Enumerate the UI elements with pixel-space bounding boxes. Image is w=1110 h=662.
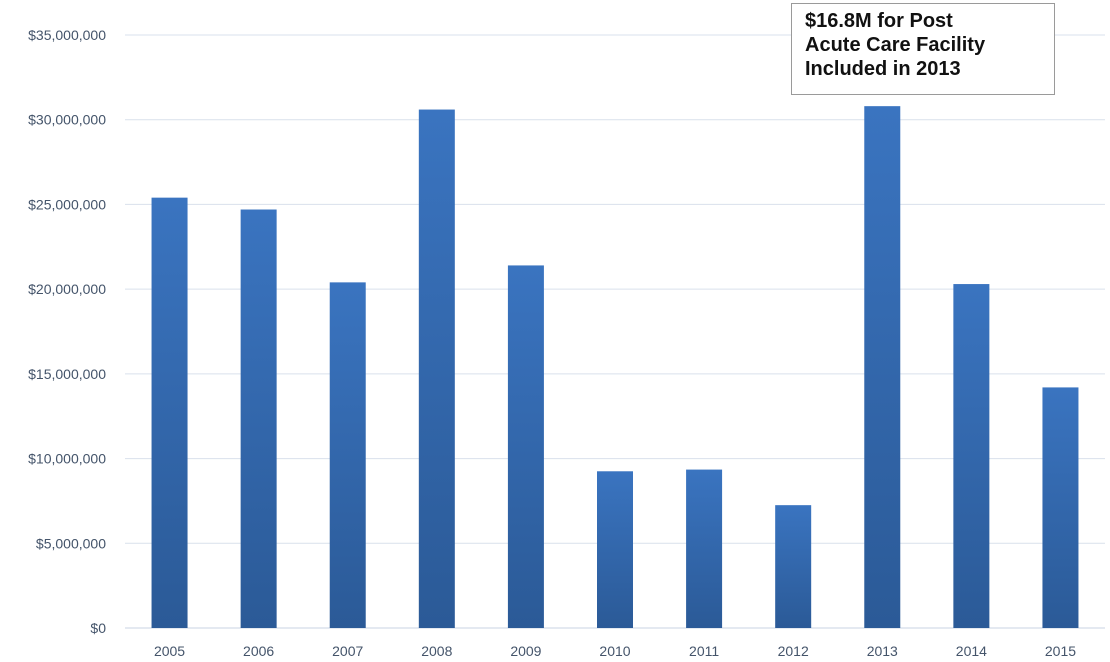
x-tick-label: 2005 <box>154 643 185 659</box>
x-tick-label: 2006 <box>243 643 274 659</box>
x-tick-label: 2011 <box>689 643 719 659</box>
y-tick-label: $20,000,000 <box>28 281 106 297</box>
annotation-line: $16.8M for Post <box>805 10 953 32</box>
annotation-box: $16.8M for Post Acute Care Facility Incl… <box>791 3 1055 95</box>
x-tick-label: 2010 <box>599 643 630 659</box>
gridlines <box>125 34 1105 629</box>
x-tick-label: 2015 <box>1045 643 1076 659</box>
bar-2010 <box>597 471 633 628</box>
y-tick-label: $30,000,000 <box>28 112 106 128</box>
bars <box>151 106 1079 629</box>
bar-2015 <box>1042 387 1079 628</box>
x-tick-label: 2012 <box>778 643 809 659</box>
x-tick-label: 2009 <box>510 643 541 659</box>
bar-2012 <box>775 505 812 628</box>
y-tick-label: $5,000,000 <box>36 535 106 551</box>
annotation-line: Acute Care Facility <box>805 34 986 56</box>
y-tick-label: $35,000,000 <box>28 27 106 43</box>
annotation-line: Included in 2013 <box>805 58 961 80</box>
y-axis-tick-labels: $0 $5,000,000 $10,000,000 $15,000,000 $20,00… <box>28 27 106 636</box>
bar-2011 <box>686 469 723 628</box>
x-tick-label: 2013 <box>867 643 898 659</box>
bar-2006 <box>240 209 277 629</box>
x-axis-tick-labels: 2005 2006 2007 2008 2009 2010 2011 2012 2013 2014… <box>154 643 1076 659</box>
y-tick-label: $25,000,000 <box>28 196 106 212</box>
bar-2013 <box>864 106 901 628</box>
bar-2014 <box>953 284 990 628</box>
bar-2008 <box>418 109 455 628</box>
y-tick-label: $15,000,000 <box>28 366 106 382</box>
x-tick-label: 2007 <box>332 643 363 659</box>
y-tick-label: $0 <box>90 620 106 636</box>
x-tick-label: 2014 <box>956 643 987 659</box>
bar-2005 <box>151 197 188 628</box>
x-tick-label: 2008 <box>421 643 452 659</box>
bar-2009 <box>507 265 544 628</box>
y-tick-label: $10,000,000 <box>28 451 106 467</box>
bar-2007 <box>329 282 366 628</box>
